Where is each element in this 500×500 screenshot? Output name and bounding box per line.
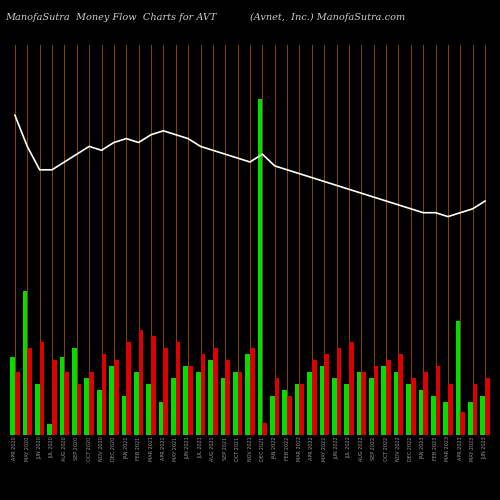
Bar [60,357,64,435]
Bar [89,372,94,435]
Bar [300,384,304,435]
Bar [15,372,20,435]
Bar [126,342,131,435]
Bar [356,372,362,435]
Bar [480,396,485,435]
Bar [282,390,287,435]
Bar [109,366,114,435]
Bar [72,348,77,435]
Bar [332,378,336,435]
Bar [48,424,52,435]
Bar [220,378,226,435]
Bar [208,360,213,435]
Bar [158,402,164,435]
Bar [246,354,250,435]
Bar [468,402,472,435]
Bar [184,366,188,435]
Bar [164,348,168,435]
Bar [398,354,403,435]
Bar [274,378,280,435]
Text: ManofaSutra  Money Flow  Charts for AVT: ManofaSutra Money Flow Charts for AVT [5,12,216,22]
Bar [114,360,118,435]
Bar [472,384,478,435]
Bar [362,372,366,435]
Bar [436,366,440,435]
Bar [22,291,28,435]
Bar [102,354,106,435]
Bar [394,372,398,435]
Bar [456,321,460,435]
Bar [418,390,423,435]
Bar [84,378,89,435]
Bar [270,396,274,435]
Bar [134,372,138,435]
Bar [307,372,312,435]
Bar [35,384,40,435]
Bar [336,348,342,435]
Bar [40,342,44,435]
Bar [258,99,262,435]
Bar [151,336,156,435]
Bar [64,372,69,435]
Bar [213,348,218,435]
Bar [324,354,329,435]
Bar [423,372,428,435]
Bar [233,372,237,435]
Bar [10,357,15,435]
Bar [406,384,411,435]
Bar [196,372,200,435]
Bar [250,348,254,435]
Bar [485,378,490,435]
Bar [448,384,452,435]
Bar [295,384,300,435]
Bar [382,366,386,435]
Bar [386,360,391,435]
Bar [349,342,354,435]
Bar [77,384,82,435]
Bar [369,378,374,435]
Bar [262,423,267,435]
Bar [200,354,205,435]
Bar [138,330,143,435]
Bar [146,384,151,435]
Bar [312,360,316,435]
Bar [188,366,193,435]
Bar [238,372,242,435]
Bar [122,396,126,435]
Bar [28,348,32,435]
Bar [444,402,448,435]
Bar [176,342,180,435]
Bar [374,366,378,435]
Bar [97,390,102,435]
Bar [411,378,416,435]
Bar [171,378,176,435]
Bar [460,412,465,435]
Bar [320,366,324,435]
Bar [287,396,292,435]
Text: (Avnet,  Inc.) ManofaSutra.com: (Avnet, Inc.) ManofaSutra.com [250,12,405,22]
Bar [431,396,436,435]
Bar [52,360,56,435]
Bar [344,384,349,435]
Bar [226,360,230,435]
